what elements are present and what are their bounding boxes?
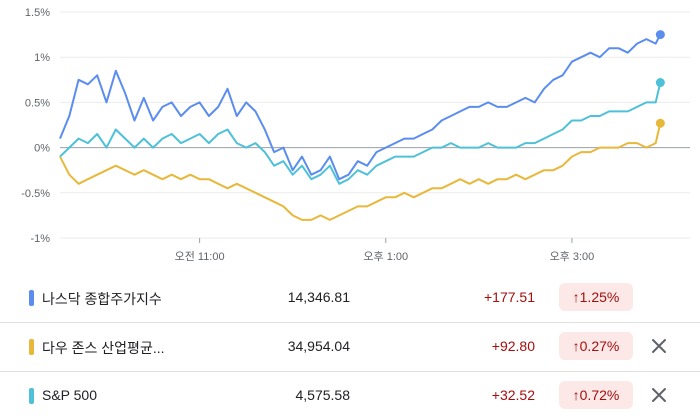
x-tick-label: 오전 11:00 — [175, 250, 225, 263]
y-tick-label: 0.5% — [25, 97, 50, 109]
index-name: 나스닥 종합주가지수 — [42, 291, 162, 307]
x-tick-label: 오후 1:00 — [363, 250, 408, 263]
x-tick-label: 오후 3:00 — [550, 250, 595, 263]
arrow-up-icon: ↑ — [572, 387, 580, 403]
percent-change-badge: ↑ 0.27% — [559, 332, 633, 360]
index-name: 다우 존스 산업평균... — [42, 340, 165, 356]
series-end-point — [655, 30, 665, 40]
y-tick-label: 1% — [34, 52, 50, 64]
index-change: +177.51 — [484, 289, 535, 305]
index-price: 14,346.81 — [287, 289, 350, 305]
list-item[interactable]: S&P 500 4,575.58 +32.52 ↑ 0.72% — [0, 372, 700, 420]
index-name: S&P 500 — [42, 387, 98, 403]
percent-change-badge: ↑ 0.72% — [559, 381, 633, 409]
list-item[interactable]: 다우 존스 산업평균... 34,954.04 +92.80 ↑ 0.27% — [0, 323, 700, 372]
series-color-swatch — [29, 290, 34, 306]
series-color-swatch — [29, 339, 34, 355]
index-list: 나스닥 종합주가지수 14,346.81 +177.51 ↑ 1.25% 다우 존… — [0, 274, 700, 420]
percent-value: 0.72% — [579, 387, 620, 403]
y-tick-label: -0.5% — [21, 188, 50, 200]
series-line — [59, 82, 662, 185]
y-tick-label: 1.5% — [25, 7, 50, 19]
index-price: 34,954.04 — [287, 338, 350, 354]
series-end-point — [655, 118, 665, 128]
percent-value: 1.25% — [579, 289, 620, 305]
y-tick-label: 0% — [34, 143, 50, 155]
percent-change-badge: ↑ 1.25% — [559, 283, 633, 311]
line-chart: 1.5% 1% 0.5% 0% -0.5% -1% 오전 11:00 오후 1:00 오후 3:… — [21, 7, 690, 263]
y-tick-label: -1% — [30, 233, 50, 245]
list-item[interactable]: 나스닥 종합주가지수 14,346.81 +177.51 ↑ 1.25% — [0, 274, 700, 323]
arrow-up-icon: ↑ — [572, 338, 580, 354]
close-icon[interactable] — [648, 335, 670, 357]
index-change: +92.80 — [491, 338, 535, 354]
index-price: 4,575.58 — [295, 387, 351, 403]
index-change: +32.52 — [491, 387, 535, 403]
percent-value: 0.27% — [579, 338, 620, 354]
arrow-up-icon: ↑ — [572, 289, 580, 305]
series-line — [59, 122, 662, 221]
close-icon[interactable] — [648, 384, 670, 406]
series-line — [59, 34, 662, 181]
series-color-swatch — [29, 388, 34, 404]
series-end-point — [655, 78, 665, 88]
